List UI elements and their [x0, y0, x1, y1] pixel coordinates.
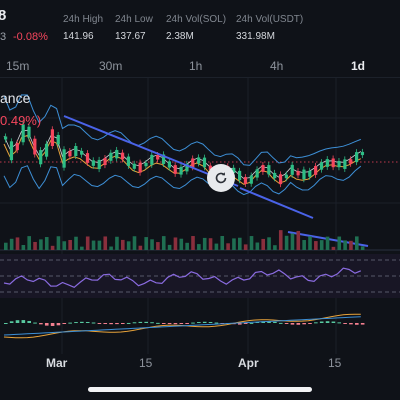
stat-value: 331.98M [236, 31, 275, 42]
macd-pane [3, 313, 365, 339]
tab-interval-1d[interactable]: 1d [351, 59, 366, 73]
axis-tick-label: 15 [139, 356, 153, 370]
price-change-percent: -0.08% [13, 31, 48, 43]
price-chart[interactable] [0, 78, 400, 354]
stat-24h-low: 24h Low 137.67 [115, 14, 153, 42]
reset-zoom-button[interactable] [207, 164, 235, 192]
axis-tick-label: Apr [238, 356, 259, 370]
axis-tick-label: Mar [46, 356, 68, 370]
tab-interval-30m[interactable]: 30m [99, 59, 123, 73]
volume-bars [4, 230, 365, 250]
stat-value: 137.67 [115, 31, 146, 42]
stat-label: 24h Low [115, 14, 153, 25]
tab-interval-4h[interactable]: 4h [270, 59, 284, 73]
stat-label: 24h Vol(USDT) [236, 14, 304, 25]
tab-interval-1h[interactable]: 1h [189, 59, 203, 73]
time-axis: Mar 15 Apr 15 [0, 356, 400, 376]
stat-value: 2.38M [166, 31, 194, 42]
stat-24h-high: 24h High 141.96 [63, 14, 103, 42]
stat-value: 141.96 [63, 31, 94, 42]
candlesticks [4, 121, 365, 188]
ticker-header: 8 3 -0.08% 24h High 141.96 24h Low 137.6… [0, 0, 400, 50]
indicator-percent: 0.49%) [0, 113, 42, 128]
last-price: 8 [0, 7, 7, 24]
home-indicator[interactable] [88, 387, 312, 392]
stat-24h-vol-base: 24h Vol(SOL) 2.38M [166, 14, 226, 42]
interval-tabs: 15m 30m 1h 4h 1d [0, 56, 400, 78]
refresh-icon [215, 172, 227, 184]
stat-label: 24h High [63, 14, 104, 25]
indicator-label: ance [0, 90, 31, 106]
price-suffix: 3 [0, 31, 7, 43]
bollinger-bands [3, 94, 362, 196]
axis-tick-label: 15 [328, 356, 342, 370]
stat-label: 24h Vol(SOL) [166, 14, 227, 25]
rsi-pane [0, 254, 400, 298]
tab-interval-15m[interactable]: 15m [6, 59, 30, 73]
stat-24h-vol-quote: 24h Vol(USDT) 331.98M [236, 14, 303, 42]
